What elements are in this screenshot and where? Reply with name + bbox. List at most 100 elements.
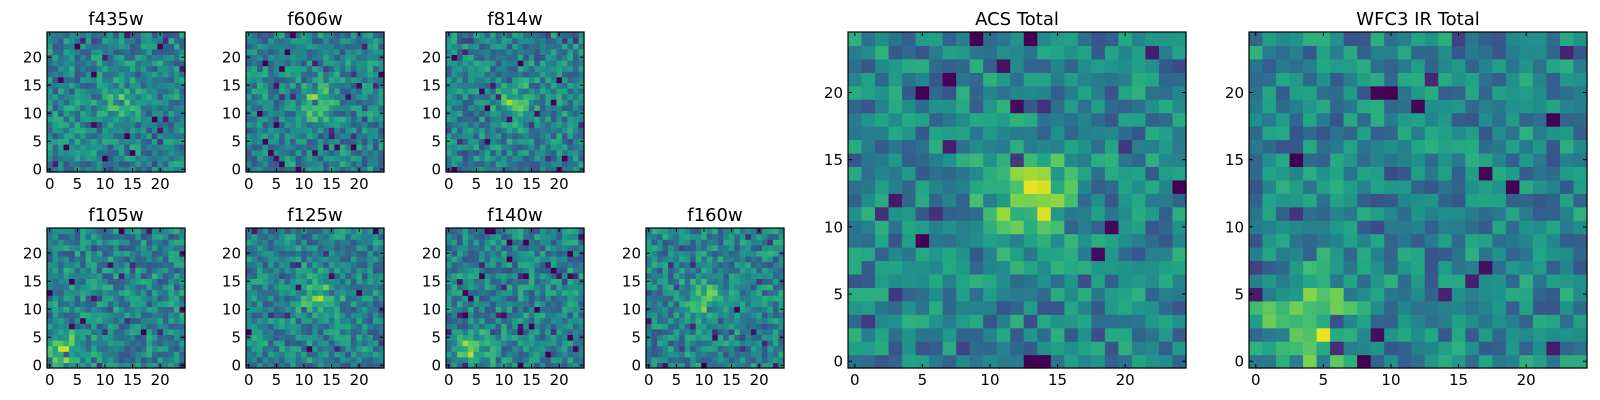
heatmap-cell bbox=[668, 362, 675, 369]
heatmap-cell bbox=[372, 267, 380, 274]
heatmap-cell bbox=[157, 110, 164, 117]
heatmap-cell bbox=[361, 104, 369, 111]
heatmap-cell bbox=[118, 239, 125, 246]
heatmap-cell bbox=[301, 110, 308, 117]
heatmap-cell bbox=[446, 93, 453, 100]
heatmap-cell bbox=[85, 54, 92, 61]
heatmap-cell bbox=[723, 328, 730, 335]
heatmap-cell bbox=[495, 312, 502, 319]
heatmap-cell bbox=[983, 247, 998, 262]
heatmap-cell bbox=[96, 166, 103, 173]
heatmap-cell bbox=[361, 32, 369, 39]
heatmap-cell bbox=[312, 345, 319, 352]
heatmap-cell bbox=[561, 99, 569, 106]
heatmap-cell bbox=[273, 48, 280, 55]
heatmap-cell bbox=[74, 317, 81, 324]
heatmap-cell bbox=[523, 362, 530, 369]
heatmap-cell bbox=[739, 267, 746, 274]
heatmap-cell bbox=[367, 256, 374, 263]
heatmap-cell bbox=[372, 138, 380, 145]
heatmap-cell bbox=[47, 233, 54, 240]
heatmap-cell bbox=[1091, 233, 1106, 248]
heatmap-cell bbox=[646, 244, 653, 251]
heatmap-cell bbox=[367, 144, 374, 151]
heatmap-cell bbox=[350, 300, 357, 307]
heatmap-cell bbox=[85, 295, 92, 302]
heatmap-cell bbox=[501, 250, 508, 257]
heatmap-cell bbox=[135, 362, 142, 369]
heatmap-cell bbox=[534, 110, 541, 117]
heatmap-cell bbox=[52, 43, 59, 50]
heatmap-cell bbox=[772, 228, 780, 235]
heatmap-cell bbox=[146, 289, 153, 296]
heatmap-cell bbox=[129, 155, 136, 162]
heatmap-cell bbox=[284, 284, 291, 291]
heatmap-cell bbox=[162, 71, 170, 78]
heatmap-cell bbox=[52, 323, 59, 330]
heatmap-cell bbox=[273, 323, 280, 330]
heatmap-cell bbox=[118, 37, 125, 44]
heatmap-cell bbox=[168, 104, 175, 111]
heatmap-cell bbox=[284, 233, 291, 240]
heatmap-cell bbox=[572, 166, 580, 173]
heatmap-cell bbox=[701, 239, 708, 246]
heatmap-cell bbox=[539, 250, 546, 257]
heatmap-cell bbox=[572, 345, 580, 352]
heatmap-cell bbox=[942, 247, 957, 262]
heatmap-cell bbox=[734, 228, 741, 235]
heatmap-cell bbox=[317, 32, 324, 39]
heatmap-cell bbox=[701, 295, 708, 302]
heatmap-cell bbox=[58, 272, 65, 279]
heatmap-cell bbox=[52, 317, 59, 324]
heatmap-cell bbox=[888, 193, 903, 208]
heatmap-cell bbox=[96, 278, 103, 285]
heatmap-cell bbox=[268, 160, 275, 167]
heatmap-cell bbox=[361, 116, 369, 123]
heatmap-cell bbox=[561, 43, 569, 50]
heatmap-cell bbox=[52, 37, 59, 44]
heatmap-cell bbox=[350, 261, 357, 268]
heatmap-cell bbox=[69, 256, 76, 263]
heatmap-cell bbox=[501, 149, 508, 156]
heatmap-cell bbox=[118, 261, 125, 268]
heatmap-cell bbox=[772, 261, 780, 268]
heatmap-cell bbox=[179, 132, 186, 139]
heatmap-cell bbox=[468, 132, 475, 139]
heatmap-cell bbox=[107, 323, 114, 330]
heatmap-cell bbox=[367, 261, 374, 268]
heatmap-cell bbox=[1145, 300, 1160, 315]
heatmap-cell bbox=[1091, 166, 1106, 181]
heatmap-cell bbox=[545, 239, 552, 246]
heatmap-cell bbox=[63, 166, 70, 173]
heatmap-cell bbox=[1010, 327, 1025, 342]
heatmap-cell bbox=[58, 250, 65, 257]
heatmap-cell bbox=[545, 166, 552, 173]
heatmap-cell bbox=[91, 149, 98, 156]
heatmap-cell bbox=[273, 340, 280, 347]
heatmap-cell bbox=[317, 356, 324, 363]
heatmap-cell bbox=[251, 60, 258, 67]
heatmap-cell bbox=[457, 99, 464, 106]
heatmap-cell bbox=[279, 144, 286, 151]
heatmap-cell bbox=[118, 99, 125, 106]
heatmap-cell bbox=[468, 295, 475, 302]
heatmap-cell bbox=[523, 261, 530, 268]
heatmap-cell bbox=[767, 250, 774, 257]
heatmap-cell bbox=[140, 99, 147, 106]
heatmap-cell bbox=[745, 312, 752, 319]
heatmap-cell bbox=[495, 295, 502, 302]
heatmap-cell bbox=[457, 340, 464, 347]
heatmap-cell bbox=[646, 295, 653, 302]
heatmap-cell bbox=[173, 272, 181, 279]
heatmap-cell bbox=[102, 284, 109, 291]
heatmap-cell bbox=[668, 317, 675, 324]
heatmap-cell bbox=[679, 340, 686, 347]
heatmap-cell bbox=[539, 93, 546, 100]
heatmap-cell bbox=[91, 267, 98, 274]
heatmap-cell bbox=[345, 48, 352, 55]
heatmap-cell bbox=[578, 228, 585, 235]
heatmap-cell bbox=[91, 82, 98, 89]
heatmap-cell bbox=[47, 160, 54, 167]
heatmap-cell bbox=[528, 306, 535, 313]
heatmap-cell bbox=[1050, 273, 1065, 288]
